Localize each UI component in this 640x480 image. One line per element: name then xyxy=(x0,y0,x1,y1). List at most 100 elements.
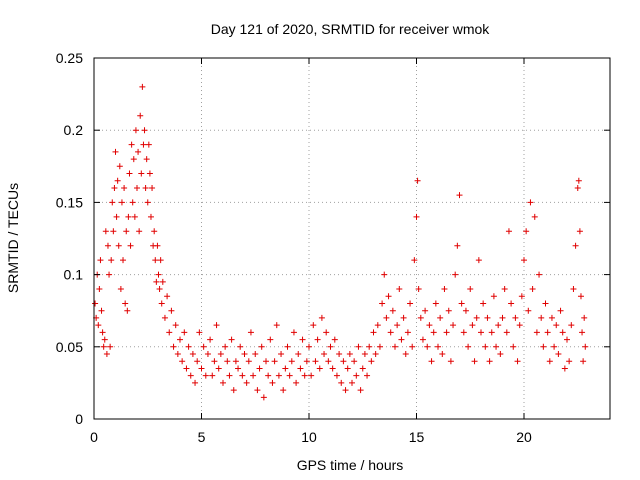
data-point xyxy=(125,213,132,220)
data-point xyxy=(555,351,562,358)
data-point xyxy=(364,372,371,379)
data-point xyxy=(200,343,207,350)
data-point xyxy=(258,343,265,350)
data-point xyxy=(98,307,105,314)
data-point xyxy=(114,177,121,184)
data-point xyxy=(402,351,409,358)
data-point xyxy=(480,300,487,307)
tick-labels: 0 5 10 15 20 0 0.05 0.1 0.15 0.2 0.25 xyxy=(56,50,532,445)
data-point xyxy=(187,372,194,379)
data-point xyxy=(146,170,153,177)
data-point xyxy=(170,343,177,350)
data-point xyxy=(318,314,325,321)
data-point xyxy=(290,329,297,336)
data-point xyxy=(269,379,276,386)
data-point xyxy=(120,257,127,264)
data-point xyxy=(361,351,368,358)
data-point xyxy=(439,351,446,358)
data-point xyxy=(437,314,444,321)
data-point xyxy=(518,293,525,300)
data-point xyxy=(533,329,540,336)
data-point xyxy=(156,286,163,293)
data-point xyxy=(559,329,566,336)
data-point xyxy=(215,365,222,372)
data-point xyxy=(346,351,353,358)
data-point xyxy=(411,257,418,264)
y-tick-label: 0.15 xyxy=(56,194,83,210)
data-point xyxy=(278,351,285,358)
data-point xyxy=(419,336,426,343)
data-point xyxy=(469,322,476,329)
data-point xyxy=(126,170,133,177)
data-point xyxy=(482,343,489,350)
data-point xyxy=(359,365,366,372)
data-point xyxy=(394,322,401,329)
data-point xyxy=(263,358,269,365)
data-point xyxy=(295,351,302,358)
data-point xyxy=(327,343,334,350)
data-point xyxy=(252,351,259,358)
data-point xyxy=(407,300,414,307)
data-point xyxy=(204,351,211,358)
data-point xyxy=(111,184,118,191)
data-point xyxy=(548,314,555,321)
data-point xyxy=(570,286,577,293)
y-tick-label: 0 xyxy=(75,411,83,427)
data-point xyxy=(512,314,519,321)
data-point xyxy=(132,127,139,134)
data-point xyxy=(546,358,553,365)
data-point xyxy=(321,351,328,358)
data-point xyxy=(333,372,340,379)
data-point xyxy=(340,358,347,365)
data-point xyxy=(110,228,117,235)
data-point xyxy=(245,358,252,365)
data-point xyxy=(331,336,338,343)
data-point xyxy=(164,293,171,300)
data-point xyxy=(310,322,317,329)
x-tick-label: 20 xyxy=(516,429,532,445)
data-point xyxy=(158,300,165,307)
data-point xyxy=(183,365,190,372)
data-point xyxy=(323,329,330,336)
data-points xyxy=(92,83,589,401)
data-point xyxy=(115,242,122,249)
data-point xyxy=(107,343,114,350)
data-point xyxy=(454,242,461,249)
data-point xyxy=(465,343,472,350)
chart-title: Day 121 of 2020, SRMTID for receiver wmo… xyxy=(211,21,491,37)
data-point xyxy=(574,184,581,191)
data-point xyxy=(342,387,349,394)
data-point xyxy=(561,365,568,372)
data-point xyxy=(159,278,166,285)
data-point xyxy=(499,314,506,321)
data-point xyxy=(432,300,439,307)
data-point xyxy=(415,286,422,293)
data-point xyxy=(544,329,551,336)
data-point xyxy=(166,329,173,336)
data-point xyxy=(422,307,429,314)
y-tick-label: 0.2 xyxy=(64,122,84,138)
data-point xyxy=(127,242,134,249)
data-point xyxy=(336,351,343,358)
data-point xyxy=(265,372,272,379)
data-point xyxy=(254,387,261,394)
data-point xyxy=(368,358,375,365)
data-point xyxy=(467,286,474,293)
data-point xyxy=(194,358,201,365)
data-point xyxy=(209,372,216,379)
data-point xyxy=(376,343,383,350)
data-point xyxy=(529,286,536,293)
data-point xyxy=(458,300,465,307)
data-point xyxy=(282,365,289,372)
data-point xyxy=(144,199,151,206)
data-point xyxy=(366,343,373,350)
data-point xyxy=(355,343,362,350)
data-point xyxy=(435,343,441,350)
data-point xyxy=(217,351,224,358)
data-point xyxy=(151,228,158,235)
data-point xyxy=(462,307,469,314)
data-point xyxy=(284,343,291,350)
data-point xyxy=(179,358,186,365)
data-point xyxy=(102,228,109,235)
